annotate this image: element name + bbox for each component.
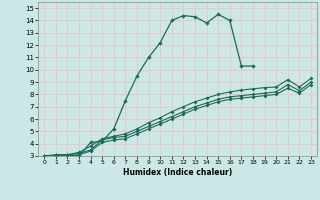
X-axis label: Humidex (Indice chaleur): Humidex (Indice chaleur)	[123, 168, 232, 177]
